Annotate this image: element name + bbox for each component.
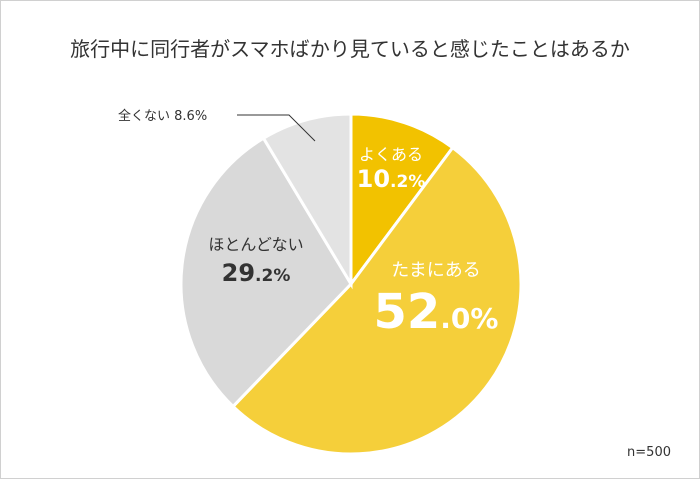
- leader-line: [237, 114, 316, 142]
- pie-slice-3: [261, 112, 353, 290]
- slice-name: たまにある: [391, 260, 481, 281]
- slice-value: 8.6%: [174, 109, 208, 124]
- slice-label-0: よくある 10.2%: [346, 141, 436, 193]
- pie-slice-2: [179, 136, 353, 409]
- slice-label-3: 全くない 8.6%: [118, 105, 207, 124]
- slice-name: 全くない: [118, 109, 171, 124]
- sample-size: n=500: [627, 445, 671, 460]
- chart-title: 旅行中に同行者がスマホばかり見ていると感じたことはあるか: [70, 37, 630, 61]
- pie-slice-0: [349, 112, 455, 289]
- slice-name: ほとんどない: [208, 235, 304, 254]
- pie-slice-1: [230, 145, 523, 456]
- slice-name: よくある: [358, 145, 423, 164]
- slice-value: 10.2%: [356, 165, 426, 193]
- slice-label-1: たまにある 52.0%: [356, 256, 516, 340]
- slice-label-2: ほとんどない 29.2%: [191, 231, 321, 287]
- slice-value: 29.2%: [221, 259, 291, 287]
- slice-value: 52.0%: [373, 284, 499, 340]
